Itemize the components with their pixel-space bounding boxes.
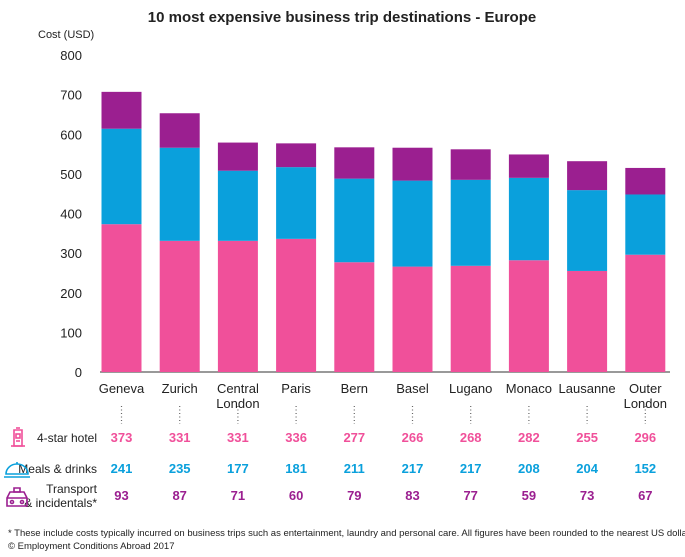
bar-segment — [567, 161, 608, 191]
copyright: © Employment Conditions Abroad 2017 — [8, 541, 175, 552]
y-tick-label: 100 — [60, 325, 82, 340]
value-label: 204 — [576, 461, 598, 476]
chart-title: 10 most expensive business trip destinat… — [148, 9, 536, 26]
category-labels: Geneva Zurich Central London Paris Bern Basel L… — [99, 381, 667, 411]
category-label: Geneva — [99, 381, 145, 396]
values-table: 4-star hotel 373 331 331 336 277 266 268 282 255 2… — [18, 430, 656, 510]
y-tick-label: 300 — [60, 246, 82, 261]
bars — [101, 91, 666, 372]
bar-segment — [450, 179, 491, 266]
value-label: 282 — [518, 430, 540, 445]
bar-segment — [508, 260, 549, 372]
value-label: 296 — [634, 430, 656, 445]
bar-segment — [217, 240, 258, 372]
value-label: 235 — [169, 461, 191, 476]
bar-segment — [217, 170, 258, 241]
bar-segment — [508, 154, 549, 178]
dotted-guides — [120, 406, 646, 424]
value-label: 67 — [638, 488, 652, 503]
value-label: 181 — [285, 461, 307, 476]
hotel-icon — [11, 427, 25, 447]
bar-segment — [450, 149, 491, 180]
value-label: 266 — [402, 430, 424, 445]
y-tick-label: 700 — [60, 88, 82, 103]
footnote: * These include costs typically incurred… — [8, 528, 685, 539]
value-label: 59 — [522, 488, 536, 503]
value-label: 331 — [169, 430, 191, 445]
value-label: 77 — [463, 488, 477, 503]
value-label: 277 — [343, 430, 365, 445]
value-label: 241 — [111, 461, 133, 476]
category-label: Lausanne — [559, 381, 616, 396]
value-label: 83 — [405, 488, 419, 503]
value-label: 331 — [227, 430, 249, 445]
category-label: Monaco — [506, 381, 552, 396]
bar-segment — [392, 180, 433, 267]
bar-segment — [392, 147, 433, 181]
value-label: 79 — [347, 488, 361, 503]
bar-segment — [101, 91, 142, 129]
category-label: Outer London — [624, 381, 667, 411]
bar-segment — [217, 142, 258, 171]
value-label: 152 — [634, 461, 656, 476]
bar-segment — [334, 147, 375, 179]
category-label: Basel — [396, 381, 429, 396]
category-label: Paris — [281, 381, 311, 396]
bar-segment — [276, 167, 317, 239]
value-label: 217 — [402, 461, 424, 476]
value-label: 208 — [518, 461, 540, 476]
bar-segment — [101, 224, 142, 372]
value-label: 255 — [576, 430, 598, 445]
bar-segment — [159, 240, 200, 372]
bar-segment — [625, 167, 666, 195]
bar-segment — [625, 194, 666, 255]
y-tick-label: 400 — [60, 207, 82, 222]
y-tick-label: 200 — [60, 286, 82, 301]
value-label: 71 — [231, 488, 245, 503]
car-icon — [6, 487, 28, 507]
bar-segment — [625, 254, 666, 372]
category-label: Central London — [216, 381, 259, 411]
value-label: 373 — [111, 430, 133, 445]
value-label: 87 — [172, 488, 186, 503]
bar-segment — [567, 270, 608, 372]
bar-segment — [567, 190, 608, 271]
y-tick-label: 500 — [60, 167, 82, 182]
value-label: 73 — [580, 488, 594, 503]
row-label: Transport & incidentals* — [24, 482, 97, 510]
value-label: 336 — [285, 430, 307, 445]
row-label: Meals & drinks — [18, 462, 97, 476]
bar-segment — [392, 266, 433, 372]
value-label: 93 — [114, 488, 128, 503]
category-label: Lugano — [449, 381, 492, 396]
bar-segment — [508, 177, 549, 261]
bar-segment — [159, 113, 200, 148]
bar-segment — [276, 143, 317, 168]
value-label: 268 — [460, 430, 482, 445]
y-axis-label: Cost (USD) — [38, 29, 94, 41]
bar-segment — [334, 178, 375, 263]
y-tick-label: 0 — [75, 365, 82, 380]
bar-segment — [334, 262, 375, 372]
value-label: 211 — [344, 461, 365, 476]
y-axis-ticks: 0 100 200 300 400 500 600 700 800 — [60, 48, 82, 380]
value-label: 217 — [460, 461, 482, 476]
bar-segment — [450, 265, 491, 372]
bar-segment — [276, 238, 317, 372]
category-label: Bern — [341, 381, 368, 396]
row-label: 4-star hotel — [37, 431, 97, 445]
category-label: Zurich — [162, 381, 198, 396]
bar-segment — [101, 128, 142, 225]
bar-segment — [159, 147, 200, 241]
value-label: 60 — [289, 488, 303, 503]
y-tick-label: 800 — [60, 48, 82, 63]
value-label: 177 — [227, 461, 249, 476]
cloche-icon — [4, 462, 30, 478]
y-tick-label: 600 — [60, 127, 82, 142]
